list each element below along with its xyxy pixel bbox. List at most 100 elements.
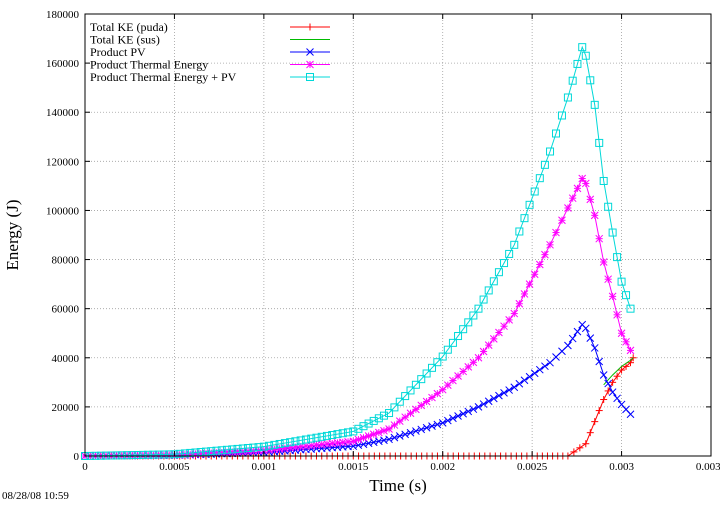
- data-point: [535, 260, 544, 269]
- data-point: [107, 451, 116, 460]
- data-point: [535, 365, 544, 374]
- data-point: [385, 425, 393, 433]
- x-tick-label: 0.003: [609, 461, 634, 473]
- data-point: [212, 446, 221, 455]
- data-point: [338, 429, 347, 438]
- data-point: [469, 405, 478, 414]
- data-point: [207, 447, 216, 456]
- data-point: [369, 416, 378, 425]
- data-point: [411, 380, 420, 389]
- data-point: [228, 445, 237, 454]
- data-point: [433, 389, 442, 398]
- data-point: [385, 409, 394, 418]
- data-point: [489, 334, 498, 343]
- data-point: [128, 451, 137, 460]
- data-point: [401, 430, 410, 439]
- data-point: [223, 445, 232, 454]
- data-point: [520, 376, 529, 385]
- legend-label: Product PV: [90, 45, 146, 59]
- data-point: [558, 347, 566, 356]
- data-point: [626, 304, 635, 313]
- data-point: [344, 428, 353, 437]
- data-point: [433, 358, 442, 367]
- data-point: [581, 179, 590, 188]
- data-point: [422, 397, 431, 406]
- data-point: [354, 435, 363, 444]
- data-point: [359, 422, 368, 431]
- data-point: [112, 451, 121, 460]
- data-point: [474, 403, 483, 411]
- data-point: [438, 352, 447, 361]
- data-point: [564, 341, 572, 350]
- series-layer: [81, 43, 637, 460]
- data-point: [568, 76, 577, 85]
- y-tick-label: 40000: [52, 353, 80, 365]
- data-point: [582, 440, 590, 448]
- data-point: [581, 51, 590, 60]
- data-point: [417, 375, 426, 384]
- data-point: [464, 407, 473, 416]
- data-point: [586, 76, 595, 85]
- plot-frame: [84, 13, 712, 457]
- data-point: [590, 344, 599, 352]
- data-point: [599, 371, 608, 379]
- data-point: [170, 450, 179, 459]
- data-point: [573, 327, 582, 336]
- data-point: [374, 428, 383, 437]
- data-point: [494, 268, 503, 277]
- data-point: [530, 270, 539, 279]
- data-point: [479, 347, 488, 356]
- series-4: [81, 174, 635, 460]
- data-point: [525, 372, 534, 381]
- legend-label: Product Thermal Energy: [90, 58, 208, 72]
- x-tick-label: 0.0025: [517, 461, 548, 473]
- data-point: [180, 449, 189, 458]
- data-point: [123, 451, 132, 460]
- data-point: [604, 275, 613, 284]
- legend-item: Total KE (sus): [90, 33, 330, 47]
- data-point: [406, 386, 415, 395]
- y-tick-label: 180000: [46, 9, 80, 21]
- data-point: [479, 295, 488, 304]
- data-point: [573, 59, 582, 68]
- data-point: [613, 310, 621, 319]
- series-line: [603, 357, 634, 386]
- data-point: [165, 450, 174, 459]
- data-point: [406, 409, 415, 418]
- data-point: [401, 413, 410, 422]
- x-tick-label: 0.001: [251, 461, 276, 473]
- data-point: [201, 447, 210, 456]
- data-point: [175, 449, 184, 458]
- data-point: [599, 176, 608, 185]
- data-point: [595, 407, 603, 415]
- y-tick-label: 120000: [46, 156, 80, 168]
- x-axis-title: Time (s): [369, 476, 426, 495]
- data-point: [233, 444, 242, 453]
- data-point: [469, 358, 478, 367]
- data-point: [412, 427, 420, 435]
- data-point: [390, 403, 399, 412]
- data-point: [144, 450, 153, 459]
- data-point: [438, 418, 447, 427]
- data-point: [595, 234, 604, 243]
- data-point: [406, 428, 415, 437]
- legend-item: Product PV: [90, 45, 330, 59]
- data-point: [349, 427, 358, 436]
- data-point: [530, 369, 539, 378]
- data-point: [558, 216, 566, 225]
- data-point: [608, 228, 617, 237]
- data-point: [385, 435, 393, 444]
- legend-label: Total KE (puda): [90, 20, 168, 34]
- data-point: [412, 405, 420, 414]
- data-point: [449, 414, 457, 423]
- y-tick-label: 80000: [52, 255, 80, 267]
- data-point: [535, 174, 544, 183]
- data-point: [417, 401, 426, 410]
- data-point: [617, 277, 626, 286]
- data-point: [479, 400, 488, 408]
- legend-item: Product Thermal Energy + PV: [90, 70, 330, 84]
- data-point: [599, 258, 608, 266]
- data-point: [280, 439, 289, 448]
- data-point: [349, 437, 358, 446]
